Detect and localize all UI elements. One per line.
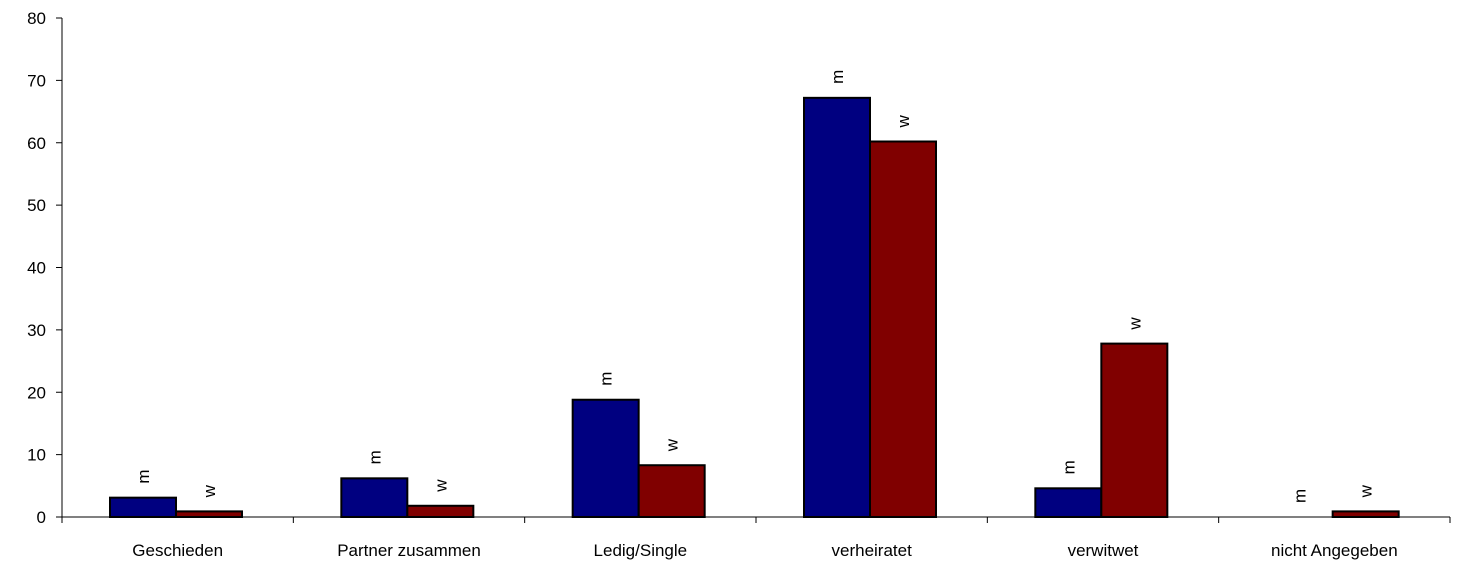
bar-data-label: m: [1059, 460, 1078, 474]
bar-data-label: m: [597, 372, 616, 386]
x-tick-label: Geschieden: [132, 541, 223, 560]
x-axis: Geschieden Partner zusammen Ledig/Single ve…: [61, 516, 1451, 560]
y-tick-label: 20: [27, 383, 46, 402]
bar-w: [1331, 510, 1400, 519]
x-tick-label: Ledig/Single: [594, 541, 688, 560]
bar-m: [571, 398, 640, 518]
bar-labels: m m m m m m w w w w w w: [134, 70, 1376, 503]
bar-data-label: w: [431, 479, 450, 493]
y-tick-label: 0: [37, 508, 46, 527]
bar-m: [109, 496, 177, 519]
bar-data-label: w: [663, 438, 682, 452]
y-tick-label: 30: [27, 321, 46, 340]
y-tick-label: 60: [27, 134, 46, 153]
y-tick-label: 80: [27, 9, 46, 28]
bar-w: [175, 510, 243, 519]
bar-w: [637, 464, 706, 519]
y-tick-label: 40: [27, 259, 46, 278]
x-tick-label: verwitwet: [1068, 541, 1139, 560]
bars: [109, 96, 1400, 519]
bar-data-label: m: [365, 450, 384, 464]
bar-w: [869, 140, 937, 518]
bar-w: [1100, 342, 1169, 518]
bar-m: [340, 477, 409, 519]
bar-data-label: w: [894, 115, 913, 129]
x-tick-label: nicht Angegeben: [1271, 541, 1398, 560]
bar-data-label: m: [134, 469, 153, 483]
bar-m: [803, 96, 871, 518]
bar-data-label: w: [1357, 484, 1376, 498]
bar-data-label: m: [1291, 489, 1310, 503]
y-tick-label: 70: [27, 71, 46, 90]
y-axis: 0 10 20 30 40 50 60 70 80: [27, 9, 63, 527]
y-tick-label: 50: [27, 196, 46, 215]
bar-w: [406, 504, 475, 518]
bar-m: [1034, 487, 1103, 518]
x-tick-label: verheiratet: [832, 541, 913, 560]
bar-data-label: m: [828, 70, 847, 84]
x-tick-label: Partner zusammen: [337, 541, 481, 560]
bar-data-label: w: [1125, 317, 1144, 331]
y-tick-label: 10: [27, 446, 46, 465]
bar-data-label: w: [200, 484, 219, 498]
